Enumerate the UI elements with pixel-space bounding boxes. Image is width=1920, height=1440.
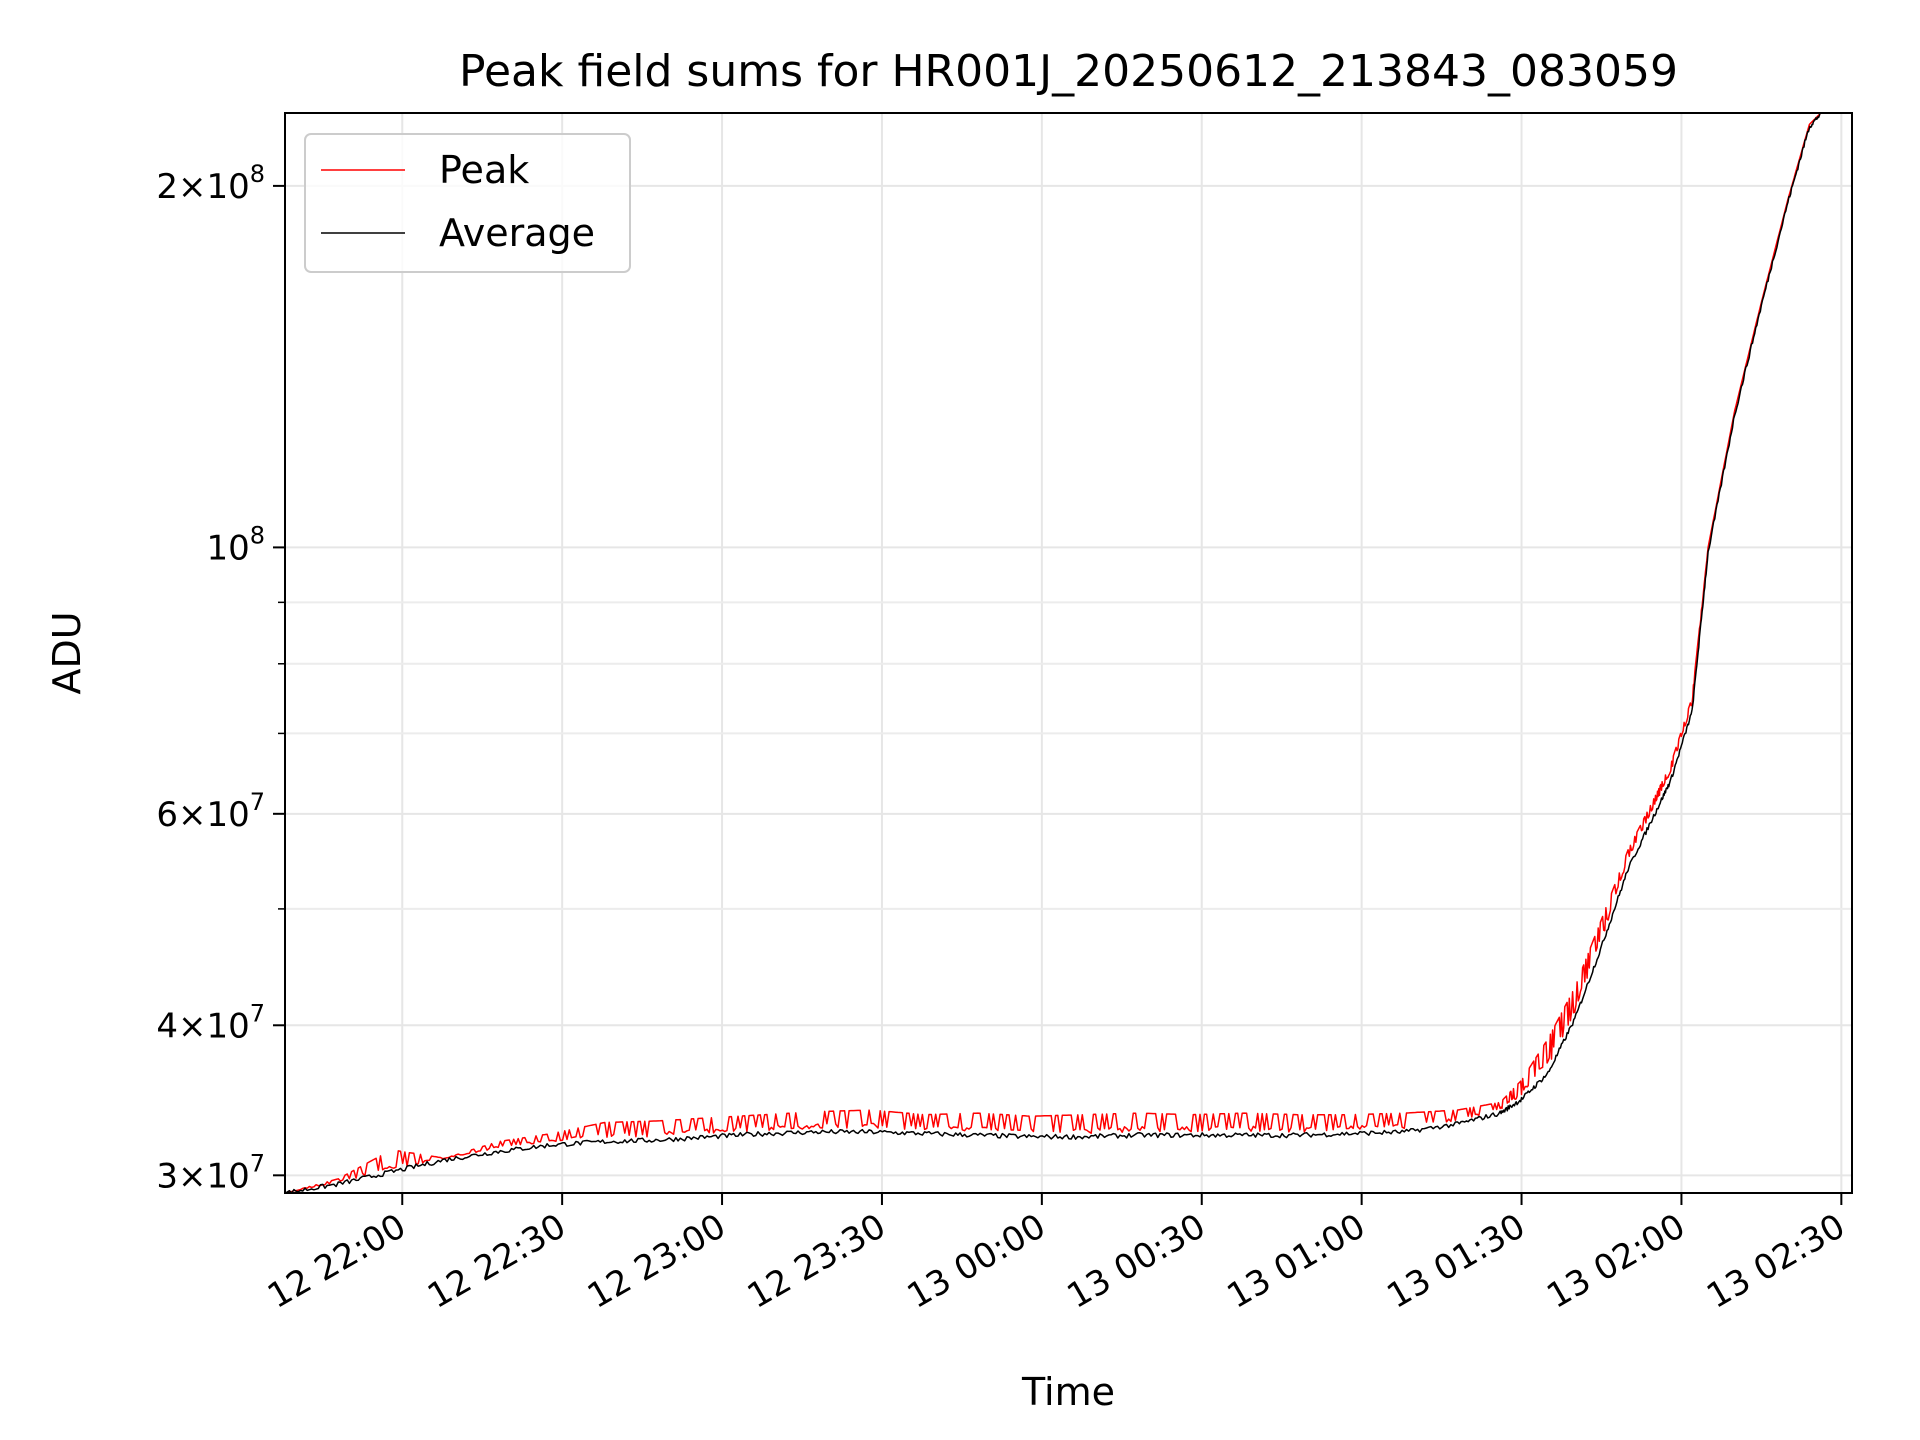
chart-title: Peak field sums for HR001J_20250612_2138… [459,46,1678,97]
x-tick-label: 13 00:30 [1061,1206,1213,1317]
tick-layer: 12 22:00 12 22:30 12 23:00 12 23:30 13 00:00… [156,160,1852,1317]
series-line-average [284,112,1826,1194]
y-tick-label: 4×107 [156,999,265,1046]
series-line-peak [284,112,1826,1194]
x-tick-label: 13 00:00 [901,1206,1053,1317]
x-tick-label: 12 22:00 [261,1206,413,1317]
legend-label-average: Average [439,211,595,255]
x-tick-label: 13 01:00 [1220,1206,1372,1317]
grid-layer [285,113,1852,1193]
y-tick-label: 2×108 [156,160,265,207]
y-tick-label: 3×107 [156,1149,265,1196]
y-axis-label: ADU [45,611,89,694]
x-tick-label: 13 02:30 [1700,1206,1852,1317]
plot-frame [284,112,1853,1194]
legend: Peak Average [304,133,631,273]
x-tick-label: 12 22:30 [421,1206,573,1317]
x-tick-label: 13 01:30 [1380,1206,1532,1317]
x-tick-label: 13 02:00 [1540,1206,1692,1317]
y-tick-label: 108 [206,521,265,568]
legend-label-peak: Peak [439,148,529,192]
x-tick-label: 12 23:00 [581,1206,733,1317]
x-axis-label: Time [1021,1370,1115,1414]
y-tick-label: 6×107 [156,788,265,835]
x-tick-label: 12 23:30 [741,1206,893,1317]
legend-box [304,133,631,273]
series-layer [284,112,1826,1194]
